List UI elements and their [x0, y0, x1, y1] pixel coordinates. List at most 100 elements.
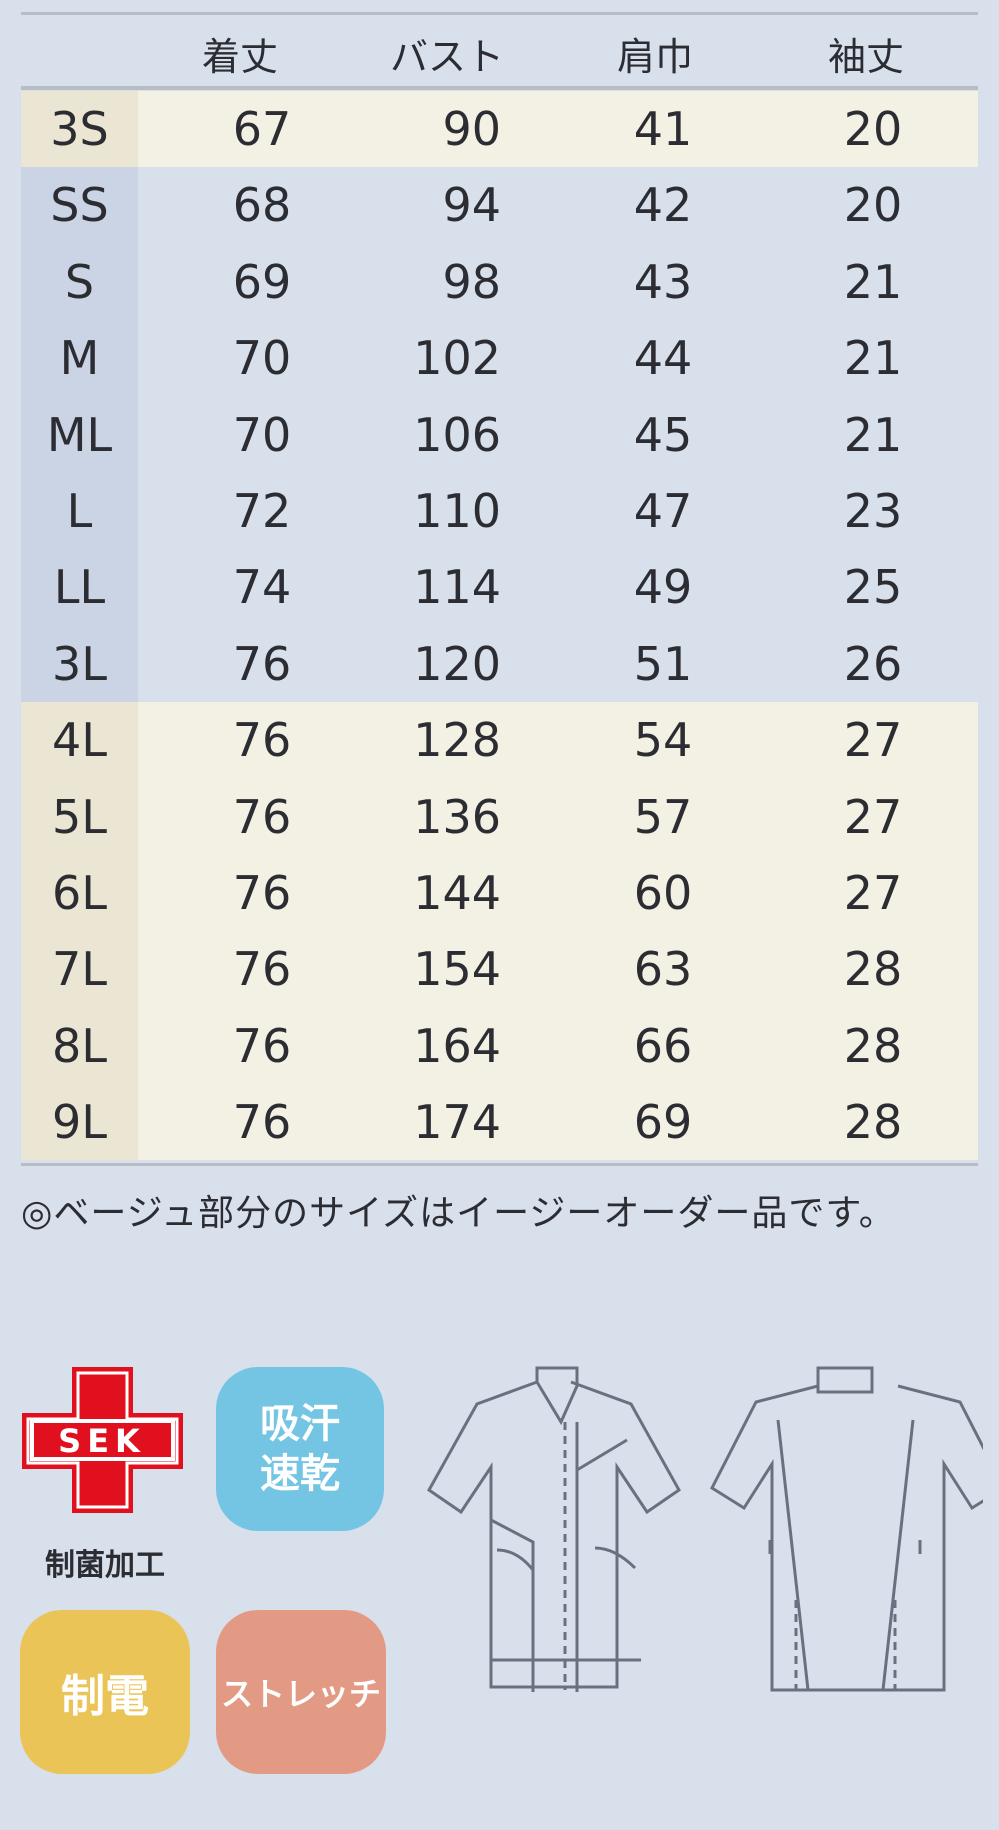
sleeve-value: 21 — [843, 407, 903, 462]
length-value: 69 — [232, 254, 292, 309]
shoulder-value: 54 — [633, 713, 693, 768]
front-garment-illustration — [427, 1366, 681, 1692]
size-label: 9L — [52, 1095, 107, 1150]
length-value: 70 — [232, 331, 292, 386]
size-label: 5L — [52, 789, 107, 844]
shoulder-value: 42 — [633, 178, 693, 233]
size-label: SS — [50, 178, 109, 233]
sleeve-value: 21 — [843, 254, 903, 309]
sleeve-value: 26 — [843, 636, 903, 691]
size-label: 8L — [52, 1018, 107, 1073]
size-cell-bg — [21, 1084, 138, 1161]
header-length: 着丈 — [202, 35, 279, 79]
sleeve-value: 21 — [843, 331, 903, 386]
shoulder-value: 44 — [633, 331, 693, 386]
size-label: 4L — [52, 713, 107, 768]
sleeve-value: 23 — [843, 483, 903, 538]
size-cell-bg — [21, 91, 138, 168]
quick-dry-label: 吸汗速乾 — [260, 1401, 340, 1497]
back-garment-illustration — [710, 1366, 983, 1692]
table-row: L 72 110 47 23 — [21, 472, 978, 550]
table-row: 5L 76 136 57 27 — [21, 778, 978, 855]
size-label: ML — [46, 407, 113, 462]
table-row: 8L 76 164 66 28 — [21, 1007, 978, 1085]
stretch-badge: ストレッチ — [216, 1610, 386, 1774]
length-value: 76 — [232, 865, 292, 920]
length-value: 76 — [232, 713, 292, 768]
sleeve-value: 27 — [843, 865, 903, 920]
table-row: 4L 76 128 54 27 — [21, 702, 978, 779]
size-cell-bg — [21, 931, 138, 1008]
size-cell-bg — [21, 243, 138, 321]
bust-value: 120 — [413, 636, 501, 691]
sleeve-value: 27 — [843, 713, 903, 768]
size-cell-bg — [21, 167, 138, 244]
bust-value: 102 — [413, 331, 501, 386]
sleeve-value: 28 — [843, 1095, 903, 1150]
bust-value: 154 — [413, 942, 501, 997]
size-label: LL — [53, 560, 106, 615]
bust-value: 94 — [442, 178, 501, 233]
size-table: 3S 67 90 41 20 SS 68 94 42 20 S 69 98 43 21 M 70 102 44 21 M… — [21, 91, 978, 1161]
shoulder-value: 49 — [633, 560, 693, 615]
size-label: S — [64, 254, 95, 309]
shoulder-value: 69 — [633, 1095, 693, 1150]
sleeve-value: 20 — [843, 178, 903, 233]
length-value: 76 — [232, 789, 292, 844]
bust-value: 136 — [413, 789, 501, 844]
header-shoulder: 肩巾 — [617, 35, 694, 79]
bust-value: 144 — [413, 865, 501, 920]
bust-value: 98 — [442, 254, 501, 309]
sleeve-value: 27 — [843, 789, 903, 844]
length-value: 76 — [232, 1018, 292, 1073]
sek-logo-icon: SEK — [22, 1367, 183, 1513]
size-cell-bg — [21, 320, 138, 397]
header-bust: バスト — [390, 35, 505, 79]
table-row: S 69 98 43 21 — [21, 243, 978, 321]
shoulder-value: 51 — [633, 636, 693, 691]
table-row: 7L 76 154 63 28 — [21, 931, 978, 1008]
sek-label: 制菌加工 — [45, 1548, 165, 1583]
bust-value: 164 — [413, 1018, 501, 1073]
size-cell-bg — [21, 778, 138, 855]
sleeve-value: 25 — [843, 560, 903, 615]
table-row: ML 70 106 45 21 — [21, 396, 978, 473]
size-cell-bg — [21, 854, 138, 932]
size-cell-bg — [21, 472, 138, 550]
shoulder-value: 66 — [633, 1018, 693, 1073]
shoulder-value: 41 — [633, 102, 693, 156]
length-value: 76 — [232, 942, 292, 997]
bust-value: 128 — [413, 713, 501, 768]
bust-value: 174 — [413, 1095, 501, 1150]
table-row: 9L 76 174 69 28 — [21, 1084, 978, 1161]
header-sleeve: 袖丈 — [828, 35, 905, 79]
bust-value: 110 — [413, 483, 501, 538]
shoulder-value: 43 — [633, 254, 693, 309]
shoulder-value: 57 — [633, 789, 693, 844]
shoulder-value: 47 — [633, 483, 693, 538]
table-row: M 70 102 44 21 — [21, 320, 978, 397]
header-divider — [21, 86, 978, 90]
size-label: M — [59, 331, 100, 386]
bust-value: 90 — [442, 102, 501, 156]
table-row: 6L 76 144 60 27 — [21, 854, 978, 932]
bust-value: 114 — [413, 560, 501, 615]
sleeve-value: 28 — [843, 942, 903, 997]
length-value: 72 — [232, 483, 292, 538]
shoulder-value: 63 — [633, 942, 693, 997]
table-row: SS 68 94 42 20 — [21, 167, 978, 244]
size-cell-bg — [21, 549, 138, 626]
shoulder-value: 45 — [633, 407, 693, 462]
bottom-divider — [21, 1163, 978, 1166]
sleeve-value: 28 — [843, 1018, 903, 1073]
size-cell-bg — [21, 396, 138, 473]
top-divider — [21, 12, 978, 15]
quick-dry-badge: 吸汗速乾 — [216, 1367, 384, 1531]
svg-text:SEK: SEK — [58, 1422, 146, 1460]
size-label: 3L — [52, 636, 107, 691]
length-value: 74 — [232, 560, 292, 615]
length-value: 67 — [232, 102, 292, 156]
sleeve-value: 20 — [843, 102, 903, 156]
size-label: 7L — [52, 942, 107, 997]
length-value: 76 — [232, 1095, 292, 1150]
